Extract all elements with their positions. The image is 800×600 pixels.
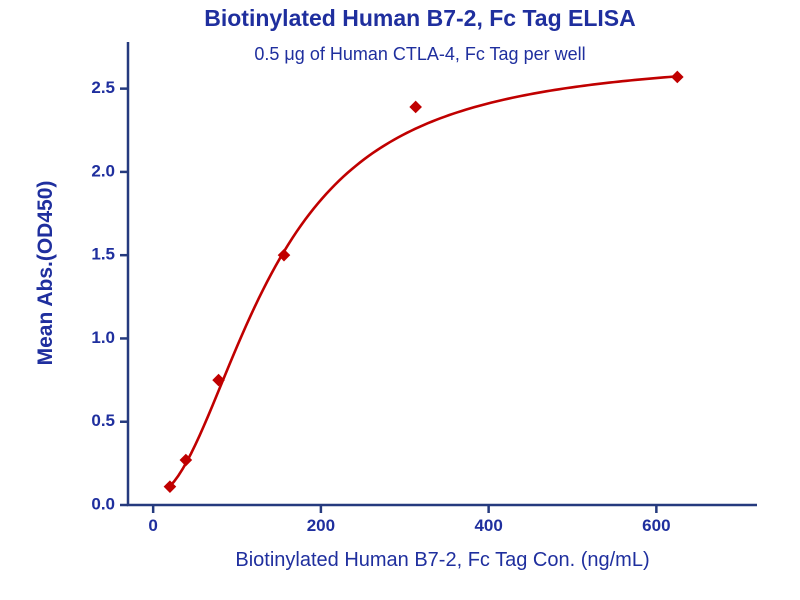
data-point-marker (179, 453, 193, 467)
y-tick-label: 2.5 (91, 78, 115, 97)
x-tick-label: 0 (148, 516, 157, 535)
data-point-marker (212, 373, 225, 387)
data-point-marker (277, 248, 291, 262)
y-tick-label: 1.5 (91, 245, 115, 264)
axis-lines (126, 42, 757, 507)
x-tick-label: 200 (307, 516, 335, 535)
data-point-marker (671, 70, 684, 84)
fit-curve (168, 75, 679, 488)
data-point-marker (409, 100, 422, 114)
x-tick-label: 400 (474, 516, 502, 535)
x-tick-label: 600 (642, 516, 670, 535)
y-tick-label: 0.5 (91, 411, 115, 430)
y-tick-label: 0.0 (91, 494, 115, 513)
data-point-marker (163, 480, 177, 493)
x-axis-label: Biotinylated Human B7-2, Fc Tag Con. (ng… (235, 549, 650, 571)
y-axis-label: Mean Abs.(OD450) (34, 180, 57, 366)
y-tick-label: 2.0 (91, 161, 115, 180)
y-tick-label: 1.0 (91, 328, 115, 347)
chart-title: Biotinylated Human B7-2, Fc Tag ELISA (204, 5, 636, 31)
chart-subtitle: 0.5 μg of Human CTLA-4, Fc Tag per well (254, 44, 586, 64)
